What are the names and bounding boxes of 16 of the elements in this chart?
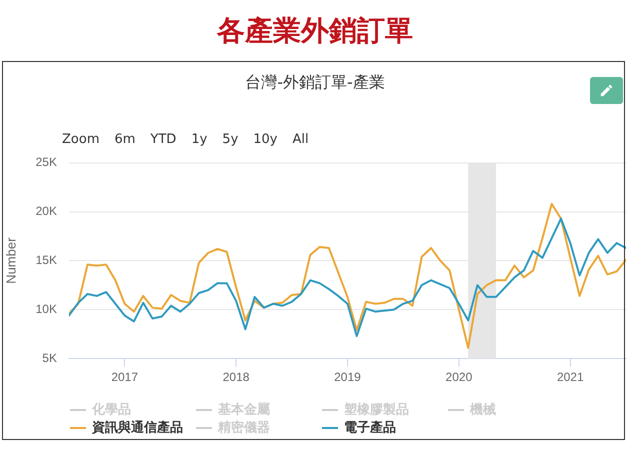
x-tick-label: 2021 [556, 370, 584, 384]
y-axis-title: Number [3, 236, 18, 284]
x-tick-label: 2017 [111, 370, 138, 384]
y-tick-label: 25K [36, 155, 57, 170]
y-tick-label: 15K [36, 253, 57, 268]
x-tick-label: 2018 [222, 370, 250, 384]
x-tick-label: 2019 [334, 370, 362, 384]
chart-title: 各產業外銷訂單 [216, 14, 413, 48]
y-tick-label: 5K [42, 350, 57, 365]
y-tick-label: 20K [36, 204, 57, 218]
chart-subtitle: 台灣-外銷訂單-產業 [245, 72, 385, 92]
legend-label: 電子產品 [344, 419, 396, 436]
x-tick-label: 2020 [446, 370, 473, 384]
y-tick-label: 10K [36, 302, 57, 316]
zoom-selector: Zoom 6m YTD 1y 5y 10y All [61, 130, 310, 148]
legend-label: 資訊與通信產品 [91, 419, 183, 436]
